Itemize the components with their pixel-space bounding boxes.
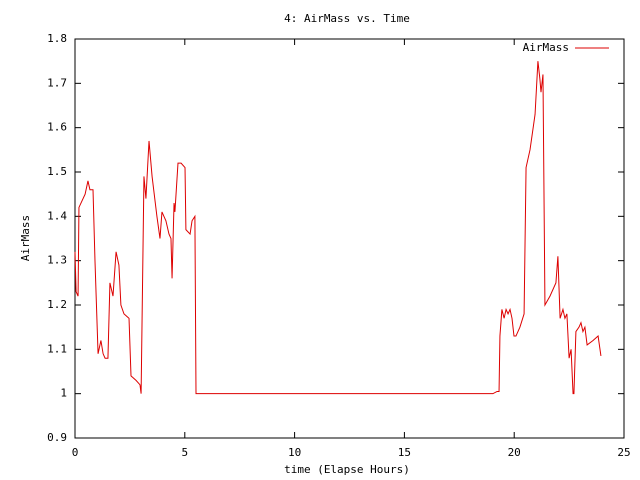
y-tick-label: 1.2 (47, 298, 67, 311)
x-tick-label: 5 (181, 446, 188, 459)
y-tick-label: 1.4 (47, 209, 67, 222)
y-axis-label: AirMass (19, 215, 32, 261)
plot-frame (74, 38, 625, 439)
data-line (74, 61, 602, 395)
y-tick-label: 1 (60, 387, 67, 400)
y-tick-label: 1.7 (47, 76, 67, 89)
y-tick-label: 0.9 (47, 431, 67, 444)
x-axis-label: time (Elapse Hours) (284, 463, 410, 476)
x-tick-label: 15 (398, 446, 411, 459)
x-tick-label: 10 (288, 446, 301, 459)
y-tick-label: 1.5 (47, 165, 67, 178)
x-tick-label: 0 (72, 446, 79, 459)
chart-title: 4: AirMass vs. Time (284, 12, 410, 25)
y-tick-label: 1.1 (47, 342, 67, 355)
legend-label: AirMass (523, 41, 569, 54)
x-tick-label: 25 (617, 446, 630, 459)
x-tick-label: 20 (508, 446, 521, 459)
y-tick-label: 1.8 (47, 32, 67, 45)
y-tick-label: 1.6 (47, 121, 67, 134)
y-tick-label: 1.3 (47, 254, 67, 267)
